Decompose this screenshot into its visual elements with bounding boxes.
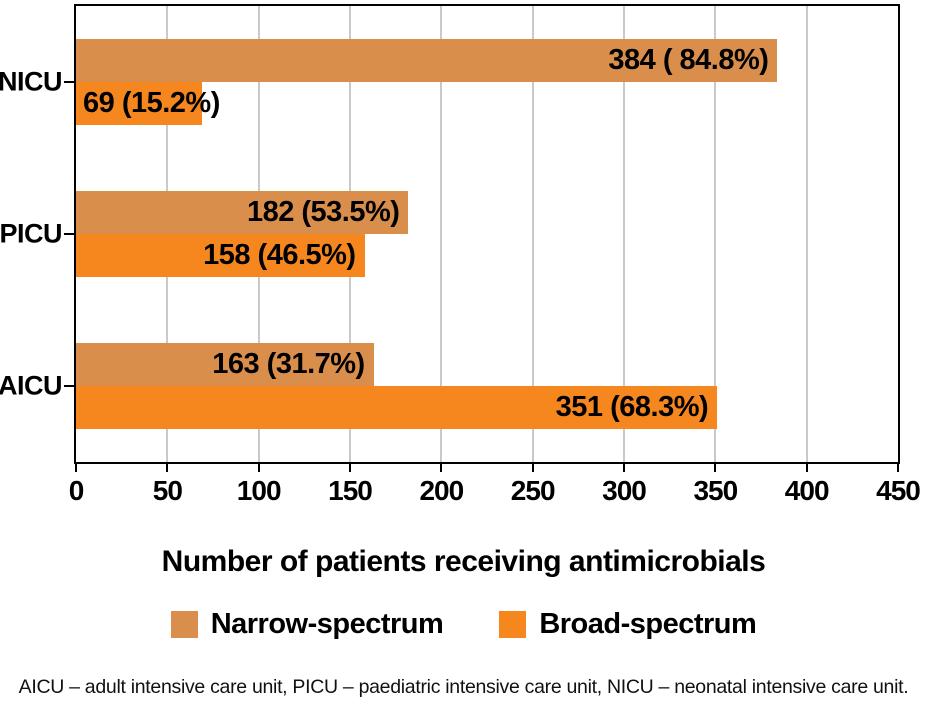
x-tick-400 — [805, 462, 808, 472]
legend-label-broad-spectrum: Broad-spectrum — [539, 608, 757, 640]
x-tick-label-350: 350 — [693, 475, 738, 506]
category-label-AICU: AICU — [0, 370, 63, 401]
x-tick-label-250: 250 — [510, 475, 556, 506]
legend-item-narrow-spectrum: Narrow-spectrum — [170, 608, 444, 641]
x-tick-450 — [897, 462, 899, 472]
bar-value-label: 384 ( 84.8%) — [608, 44, 769, 76]
gridline-250 — [531, 6, 534, 462]
category-label-NICU: NICU — [0, 66, 63, 97]
narrow-spectrum-swatch-icon — [170, 611, 198, 638]
x-tick-label-450: 450 — [876, 475, 921, 506]
broad-spectrum-swatch-icon — [499, 611, 527, 638]
bar-picu-broad-spectrum: 158 (46.5%) — [76, 234, 365, 277]
x-tick-150 — [348, 462, 351, 472]
x-axis-title: Number of patients receiving antimicrobi… — [161, 545, 766, 578]
x-tick-label-50: 50 — [152, 475, 183, 506]
x-tick-label-0: 0 — [68, 475, 85, 506]
x-tick-0 — [75, 462, 77, 472]
legend-item-broad-spectrum: Broad-spectrum — [499, 608, 757, 641]
x-tick-label-150: 150 — [328, 475, 373, 506]
gridline-350 — [714, 6, 717, 462]
x-tick-label-200: 200 — [419, 475, 464, 506]
x-tick-350 — [714, 462, 717, 472]
x-tick-200 — [440, 462, 443, 472]
gridline-300 — [622, 6, 625, 462]
bar-value-label: 351 (68.3%) — [555, 391, 709, 423]
category-label-PICU: PICU — [0, 218, 62, 249]
x-tick-label-400: 400 — [784, 475, 830, 506]
x-tick-label-100: 100 — [236, 475, 282, 506]
legend: Narrow-spectrum Broad-spectrum — [0, 608, 927, 641]
x-tick-50 — [166, 462, 169, 472]
category-tick-PICU — [64, 233, 74, 235]
legend-label-narrow-spectrum: Narrow-spectrum — [210, 608, 444, 640]
bar-value-label: 69 (15.2%) — [83, 87, 220, 119]
x-tick-250 — [531, 462, 534, 472]
footnote: AICU – adult intensive care unit, PICU –… — [18, 676, 909, 698]
x-tick-100 — [257, 462, 260, 472]
bar-aicu-narrow-spectrum: 163 (31.7%) — [76, 343, 374, 386]
bar-aicu-broad-spectrum: 351 (68.3%) — [76, 386, 718, 429]
gridline-400 — [805, 6, 808, 462]
category-tick-AICU — [64, 385, 74, 387]
gridline-200 — [440, 6, 443, 462]
bar-value-label: 163 (31.7%) — [212, 348, 365, 380]
category-tick-NICU — [64, 81, 74, 83]
bar-picu-narrow-spectrum: 182 (53.5%) — [76, 191, 409, 234]
x-tick-300 — [622, 462, 625, 472]
plot-area: 384 ( 84.8%) 69 (15.2%) 182 (53.5%) 158 (46… — [0, 4, 921, 506]
x-tick-label-300: 300 — [602, 475, 647, 506]
bar-nicu-narrow-spectrum: 384 ( 84.8%) — [76, 39, 778, 82]
bar-nicu-broad-spectrum: 69 (15.2%) — [76, 82, 220, 125]
bar-value-label: 158 (46.5%) — [203, 239, 356, 271]
bar-value-label: 182 (53.5%) — [246, 196, 400, 228]
